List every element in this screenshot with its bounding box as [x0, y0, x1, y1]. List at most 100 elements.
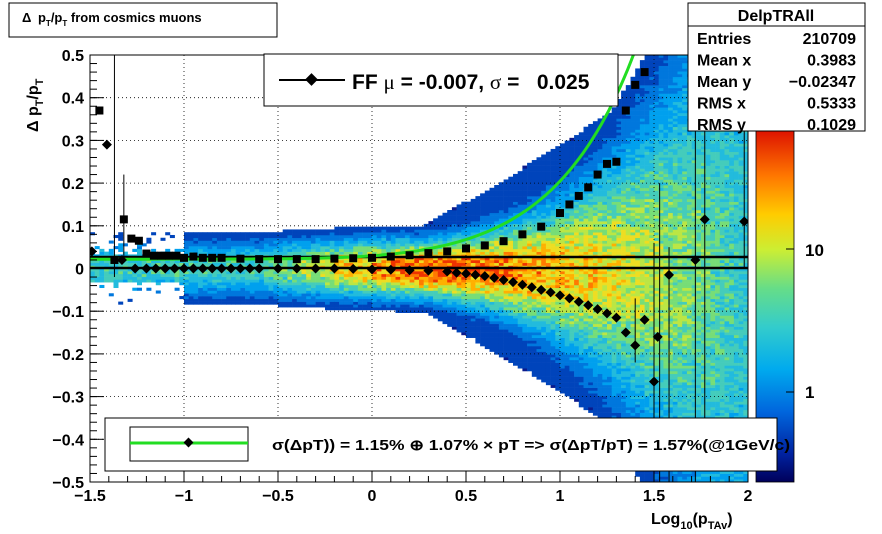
heatmap-cell — [470, 248, 476, 252]
heatmap-cell — [592, 140, 598, 144]
heatmap-cell — [390, 259, 396, 264]
heatmap-cell — [578, 376, 584, 380]
heatmap-cell — [226, 246, 232, 250]
heatmap-cell — [607, 276, 612, 280]
heatmap-cell — [461, 290, 467, 294]
heatmap-cell — [625, 379, 631, 383]
heatmap-cell — [287, 240, 293, 244]
heatmap-cell — [592, 190, 598, 194]
heatmap-cell — [621, 287, 627, 291]
heatmap-cell — [527, 318, 533, 322]
heatmap-cell — [343, 271, 349, 275]
heatmap-cell — [545, 246, 551, 250]
heatmap-cell — [597, 229, 603, 233]
heatmap-cell — [325, 293, 330, 297]
heatmap-cell — [541, 323, 547, 327]
heatmap-cell — [611, 140, 617, 144]
heatmap-cell — [451, 257, 457, 261]
heatmap-cell — [212, 273, 218, 277]
heatmap-cell — [357, 237, 363, 241]
heatmap-cell — [578, 232, 584, 236]
heatmap-cell — [597, 334, 603, 338]
heatmap-cell — [508, 323, 514, 327]
heatmap-cell — [541, 298, 547, 302]
heatmap-cell — [475, 298, 481, 302]
heatmap-cell — [376, 271, 382, 275]
heatmap-cell — [621, 243, 627, 247]
heatmap-cell — [470, 301, 476, 305]
heatmap-cell — [522, 326, 528, 330]
heatmap-cell — [517, 329, 523, 333]
heatmap-cell — [522, 346, 528, 350]
heatmap-cell — [536, 271, 542, 275]
heatmap-cell — [320, 229, 326, 233]
heatmap-cell — [414, 282, 420, 286]
heatmap-cell — [447, 221, 453, 225]
heatmap-cell — [278, 262, 283, 266]
heatmap-cell — [578, 370, 584, 375]
heatmap-cell — [235, 234, 241, 239]
heatmap-cell — [456, 273, 462, 277]
heatmap-cell — [508, 354, 514, 358]
heatmap-cell — [578, 259, 584, 264]
heatmap-cell — [541, 357, 547, 361]
heatmap-cell — [447, 210, 453, 214]
heatmap-cell — [118, 276, 124, 280]
heatmap-cell — [607, 196, 612, 200]
heatmap-cell — [611, 204, 617, 208]
heatmap-cell — [578, 329, 584, 333]
heatmap-cell — [513, 323, 518, 327]
heatmap-cell — [451, 284, 457, 289]
heatmap-cell — [466, 296, 471, 300]
heatmap-cell — [362, 251, 368, 255]
heatmap-cell — [625, 268, 631, 272]
heatmap-cell — [207, 248, 213, 252]
heatmap-cell — [625, 304, 631, 308]
heatmap-cell — [583, 362, 589, 366]
heatmap-cell — [188, 259, 194, 264]
heatmap-cell — [254, 237, 260, 241]
heatmap-cell — [310, 271, 316, 275]
heatmap-cell — [578, 332, 584, 336]
heatmap-cell — [517, 348, 523, 352]
heatmap-cell — [574, 282, 580, 286]
heatmap-cell — [583, 154, 589, 158]
heatmap-cell — [254, 248, 260, 252]
heatmap-cell — [94, 262, 100, 266]
heatmap-cell — [104, 251, 110, 255]
heatmap-cell — [578, 346, 584, 350]
heatmap-cell — [569, 273, 575, 277]
heatmap-cell — [433, 287, 439, 291]
heatmap-cell — [357, 290, 363, 294]
heatmap-cell — [541, 326, 547, 330]
heatmap-cell — [480, 287, 486, 291]
heatmap-cell — [607, 404, 612, 408]
heatmap-cell — [560, 307, 565, 311]
heatmap-cell — [362, 304, 368, 308]
heatmap-cell — [470, 229, 476, 233]
heatmap-cell — [555, 237, 561, 241]
heatmap-cell — [306, 304, 312, 308]
heatmap-cell — [235, 296, 241, 300]
heatmap-cell — [611, 346, 617, 350]
heatmap-cell — [550, 215, 556, 219]
heatmap-cell — [489, 246, 495, 250]
heatmap-cell — [621, 276, 627, 280]
heatmap-cell — [184, 271, 189, 275]
heatmap-cell — [386, 282, 392, 286]
heatmap-cell — [583, 246, 589, 250]
heatmap-cell — [508, 243, 514, 247]
heatmap-cell — [597, 409, 603, 413]
heatmap-cell — [574, 357, 580, 361]
heatmap-cell — [240, 276, 246, 280]
heatmap-cell — [541, 370, 547, 375]
heatmap-cell — [578, 373, 584, 377]
heatmap-cell — [592, 407, 598, 411]
heatmap-cell — [414, 237, 420, 241]
heatmap-cell — [592, 165, 598, 169]
heatmap-cell — [625, 229, 631, 233]
heatmap-cell — [522, 168, 528, 172]
heatmap-cell — [503, 304, 509, 308]
heatmap-cell — [141, 279, 147, 283]
heatmap-cell — [226, 237, 232, 241]
